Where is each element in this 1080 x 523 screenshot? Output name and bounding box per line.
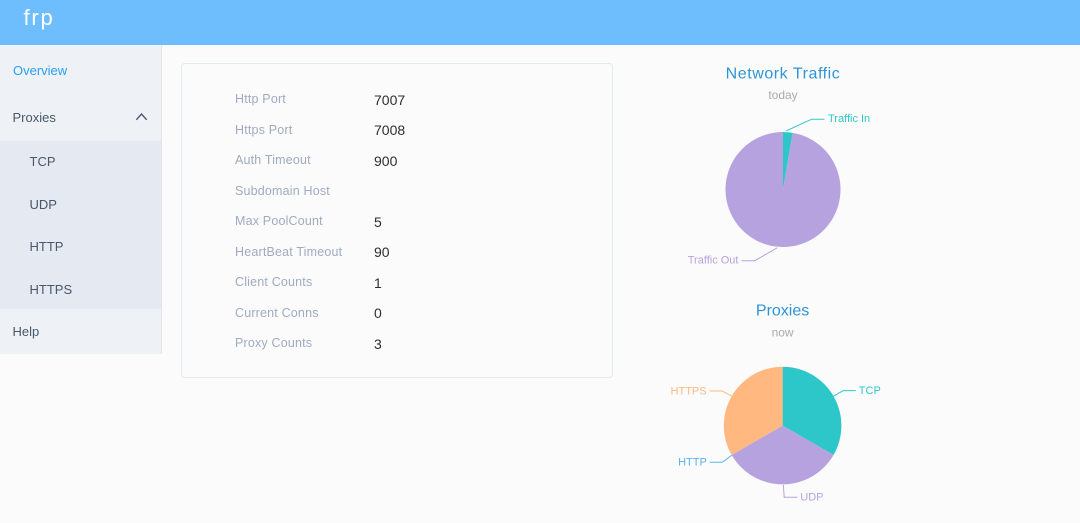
svg-text:Traffic Out: Traffic Out: [688, 255, 739, 267]
svg-text:Network Traffic: Network Traffic: [726, 66, 841, 83]
svg-text:Traffic In: Traffic In: [828, 113, 870, 125]
svg-text:UDP: UDP: [800, 492, 823, 504]
svg-text:TCP: TCP: [859, 385, 881, 397]
svg-text:HTTP: HTTP: [678, 457, 707, 469]
svg-text:today: today: [768, 88, 797, 102]
svg-text:now: now: [772, 326, 794, 340]
svg-text:Proxies: Proxies: [756, 303, 809, 320]
svg-text:HTTPS: HTTPS: [671, 385, 707, 397]
